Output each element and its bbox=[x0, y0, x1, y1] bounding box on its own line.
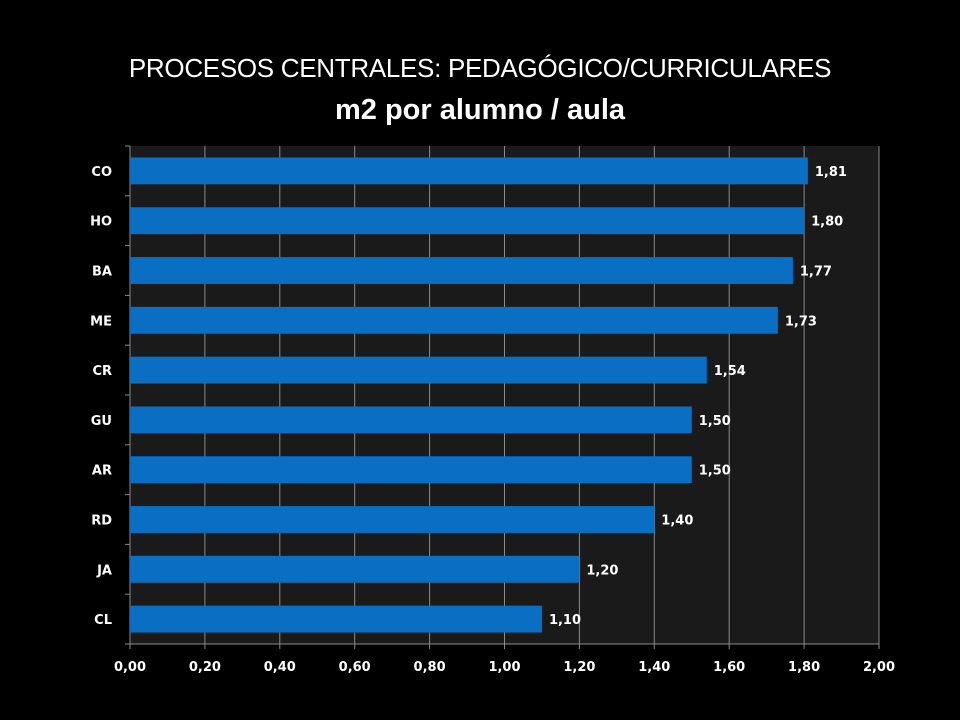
value-label-ba: 1,77 bbox=[800, 265, 832, 280]
category-label-co: CO bbox=[91, 165, 112, 180]
x-tick-label: 1,60 bbox=[713, 660, 745, 675]
bar-rd bbox=[130, 506, 655, 533]
value-label-gu: 1,50 bbox=[699, 414, 731, 429]
value-label-ja: 1,20 bbox=[586, 563, 618, 578]
value-label-cr: 1,54 bbox=[714, 364, 746, 379]
value-label-co: 1,81 bbox=[815, 165, 847, 180]
bar-gu bbox=[130, 406, 692, 434]
value-label-me: 1,73 bbox=[785, 314, 817, 329]
bar-ja bbox=[130, 555, 580, 583]
chart-title: PROCESOS CENTRALES: PEDAGÓGICO/CURRICULA… bbox=[128, 53, 832, 83]
category-label-ja: JA bbox=[96, 563, 112, 578]
x-tick-label: 0,60 bbox=[339, 660, 371, 675]
x-tick-label: 0,20 bbox=[189, 660, 221, 675]
category-label-cl: CL bbox=[94, 613, 112, 628]
x-tick-label: 0,80 bbox=[414, 660, 446, 675]
value-label-rd: 1,40 bbox=[661, 514, 693, 529]
x-tick-label: 1,80 bbox=[788, 660, 820, 675]
value-label-ar: 1,50 bbox=[699, 464, 731, 479]
category-label-ar: AR bbox=[92, 464, 112, 479]
bar-co bbox=[130, 157, 808, 185]
bar-me bbox=[130, 306, 778, 334]
bar-ba bbox=[130, 257, 793, 284]
x-tick-label: 1,40 bbox=[638, 660, 670, 675]
chart-subtitle: m2 por alumno / aula bbox=[334, 94, 626, 126]
x-tick-label: 1,00 bbox=[488, 660, 520, 675]
title-block: PROCESOS CENTRALES: PEDAGÓGICO/CURRICULA… bbox=[0, 52, 960, 128]
bar-ar bbox=[130, 456, 692, 484]
category-label-gu: GU bbox=[91, 414, 112, 429]
bar-ho bbox=[130, 207, 805, 235]
x-tick-label: 2,00 bbox=[863, 660, 895, 675]
bar-cl bbox=[130, 605, 542, 633]
category-label-me: ME bbox=[90, 314, 112, 329]
category-label-ho: HO bbox=[90, 215, 112, 230]
value-label-ho: 1,80 bbox=[811, 215, 843, 230]
category-label-ba: BA bbox=[92, 265, 112, 280]
x-tick-label: 0,40 bbox=[264, 660, 296, 675]
category-label-cr: CR bbox=[92, 364, 112, 379]
x-tick-label: 0,00 bbox=[114, 660, 146, 675]
value-label-cl: 1,10 bbox=[549, 613, 581, 628]
category-label-rd: RD bbox=[91, 514, 112, 529]
bar-cr bbox=[130, 356, 707, 384]
x-tick-label: 1,20 bbox=[563, 660, 595, 675]
